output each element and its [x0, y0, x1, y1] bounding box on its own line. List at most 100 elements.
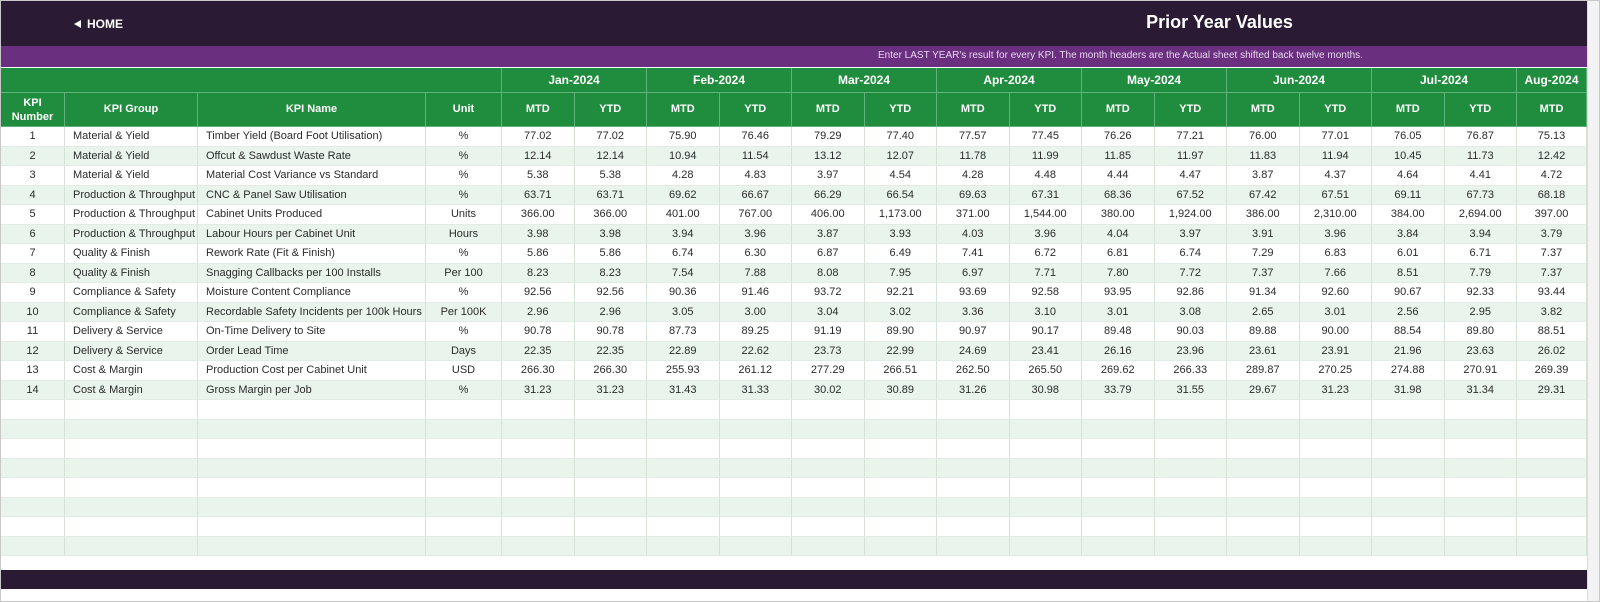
mtd-value-cell[interactable] — [502, 478, 575, 498]
mtd-value-cell[interactable]: 22.89 — [647, 341, 720, 361]
mtd-value-cell[interactable] — [1517, 497, 1587, 517]
mtd-value-cell[interactable]: 6.87 — [792, 244, 865, 264]
ytd-value-cell[interactable]: 89.80 — [1444, 322, 1517, 342]
mtd-value-cell[interactable]: 77.57 — [937, 127, 1010, 147]
ytd-value-cell[interactable]: 4.47 — [1154, 166, 1227, 186]
ytd-value-cell[interactable]: 66.67 — [719, 185, 792, 205]
mtd-value-cell[interactable]: 31.26 — [937, 380, 1010, 400]
mtd-value-cell[interactable] — [647, 458, 720, 478]
ytd-value-cell[interactable]: 66.54 — [864, 185, 937, 205]
mtd-value-cell[interactable]: 10.45 — [1372, 146, 1445, 166]
ytd-value-cell[interactable]: 3.08 — [1154, 302, 1227, 322]
kpi-name-cell[interactable] — [198, 517, 426, 537]
ytd-value-cell[interactable] — [1299, 439, 1372, 459]
mtd-value-cell[interactable] — [1372, 536, 1445, 556]
unit-cell[interactable]: % — [426, 166, 502, 186]
unit-cell[interactable]: Hours — [426, 224, 502, 244]
ytd-value-cell[interactable] — [1299, 536, 1372, 556]
mtd-value-cell[interactable]: 63.71 — [502, 185, 575, 205]
mtd-value-cell[interactable]: 69.63 — [937, 185, 1010, 205]
vertical-scrollbar[interactable] — [1587, 1, 1599, 601]
mtd-value-cell[interactable]: 91.34 — [1227, 283, 1300, 303]
mtd-value-cell[interactable]: 6.97 — [937, 263, 1010, 283]
ytd-value-cell[interactable]: 3.96 — [1299, 224, 1372, 244]
ytd-value-cell[interactable]: 2.95 — [1444, 302, 1517, 322]
ytd-value-cell[interactable]: 22.62 — [719, 341, 792, 361]
ytd-value-cell[interactable] — [1444, 458, 1517, 478]
ytd-value-cell[interactable]: 11.94 — [1299, 146, 1372, 166]
ytd-value-cell[interactable]: 7.79 — [1444, 263, 1517, 283]
ytd-value-cell[interactable] — [1009, 400, 1082, 420]
mtd-value-cell[interactable] — [792, 419, 865, 439]
kpi-number-cell[interactable] — [1, 536, 65, 556]
mtd-value-cell[interactable]: 397.00 — [1517, 205, 1587, 225]
mtd-value-cell[interactable] — [937, 517, 1010, 537]
kpi-number-cell[interactable]: 8 — [1, 263, 65, 283]
mtd-value-cell[interactable] — [792, 517, 865, 537]
mtd-value-cell[interactable] — [1517, 536, 1587, 556]
mtd-value-cell[interactable]: 90.97 — [937, 322, 1010, 342]
mtd-value-cell[interactable]: 26.16 — [1082, 341, 1155, 361]
mtd-value-cell[interactable]: 23.61 — [1227, 341, 1300, 361]
mtd-value-cell[interactable]: 11.78 — [937, 146, 1010, 166]
kpi-group-cell[interactable] — [65, 478, 198, 498]
mtd-value-cell[interactable] — [792, 497, 865, 517]
kpi-group-cell[interactable] — [65, 400, 198, 420]
mtd-value-cell[interactable]: 89.48 — [1082, 322, 1155, 342]
mtd-value-cell[interactable]: 2.56 — [1372, 302, 1445, 322]
ytd-value-cell[interactable]: 270.91 — [1444, 361, 1517, 381]
mtd-value-cell[interactable]: 380.00 — [1082, 205, 1155, 225]
unit-cell[interactable]: % — [426, 283, 502, 303]
ytd-value-cell[interactable]: 266.30 — [574, 361, 647, 381]
mtd-value-cell[interactable]: 12.42 — [1517, 146, 1587, 166]
ytd-value-cell[interactable] — [1009, 497, 1082, 517]
kpi-group-cell[interactable]: Material & Yield — [65, 166, 198, 186]
ytd-value-cell[interactable] — [1009, 419, 1082, 439]
unit-cell[interactable] — [426, 400, 502, 420]
mtd-value-cell[interactable] — [1227, 419, 1300, 439]
ytd-value-cell[interactable]: 265.50 — [1009, 361, 1082, 381]
mtd-value-cell[interactable]: 269.62 — [1082, 361, 1155, 381]
mtd-value-cell[interactable] — [1082, 497, 1155, 517]
ytd-value-cell[interactable] — [864, 478, 937, 498]
mtd-value-cell[interactable]: 22.35 — [502, 341, 575, 361]
ytd-value-cell[interactable]: 89.90 — [864, 322, 937, 342]
mtd-value-cell[interactable]: 386.00 — [1227, 205, 1300, 225]
mtd-value-cell[interactable] — [937, 478, 1010, 498]
ytd-value-cell[interactable]: 92.58 — [1009, 283, 1082, 303]
mtd-value-cell[interactable]: 7.54 — [647, 263, 720, 283]
mtd-value-cell[interactable]: 93.44 — [1517, 283, 1587, 303]
ytd-value-cell[interactable]: 4.37 — [1299, 166, 1372, 186]
mtd-value-cell[interactable]: 371.00 — [937, 205, 1010, 225]
unit-cell[interactable]: % — [426, 127, 502, 147]
kpi-name-cell[interactable] — [198, 536, 426, 556]
kpi-name-cell[interactable]: Timber Yield (Board Foot Utilisation) — [198, 127, 426, 147]
ytd-value-cell[interactable] — [1009, 536, 1082, 556]
mtd-value-cell[interactable] — [1372, 497, 1445, 517]
mtd-value-cell[interactable] — [1082, 439, 1155, 459]
kpi-group-cell[interactable] — [65, 439, 198, 459]
kpi-number-cell[interactable] — [1, 400, 65, 420]
mtd-value-cell[interactable]: 7.37 — [1227, 263, 1300, 283]
mtd-value-cell[interactable]: 289.87 — [1227, 361, 1300, 381]
mtd-value-cell[interactable]: 6.01 — [1372, 244, 1445, 264]
ytd-value-cell[interactable] — [1009, 439, 1082, 459]
mtd-value-cell[interactable] — [937, 497, 1010, 517]
mtd-value-cell[interactable] — [1082, 458, 1155, 478]
unit-cell[interactable]: Units — [426, 205, 502, 225]
ytd-value-cell[interactable]: 11.97 — [1154, 146, 1227, 166]
ytd-value-cell[interactable]: 76.87 — [1444, 127, 1517, 147]
ytd-value-cell[interactable]: 77.02 — [574, 127, 647, 147]
unit-cell[interactable] — [426, 497, 502, 517]
kpi-number-cell[interactable]: 4 — [1, 185, 65, 205]
kpi-name-cell[interactable]: Material Cost Variance vs Standard — [198, 166, 426, 186]
mtd-value-cell[interactable] — [647, 419, 720, 439]
mtd-value-cell[interactable]: 5.86 — [502, 244, 575, 264]
kpi-name-cell[interactable]: Rework Rate (Fit & Finish) — [198, 244, 426, 264]
kpi-number-cell[interactable]: 5 — [1, 205, 65, 225]
kpi-name-cell[interactable]: Offcut & Sawdust Waste Rate — [198, 146, 426, 166]
ytd-value-cell[interactable]: 90.78 — [574, 322, 647, 342]
kpi-number-cell[interactable]: 13 — [1, 361, 65, 381]
mtd-value-cell[interactable] — [1227, 478, 1300, 498]
ytd-value-cell[interactable]: 4.48 — [1009, 166, 1082, 186]
